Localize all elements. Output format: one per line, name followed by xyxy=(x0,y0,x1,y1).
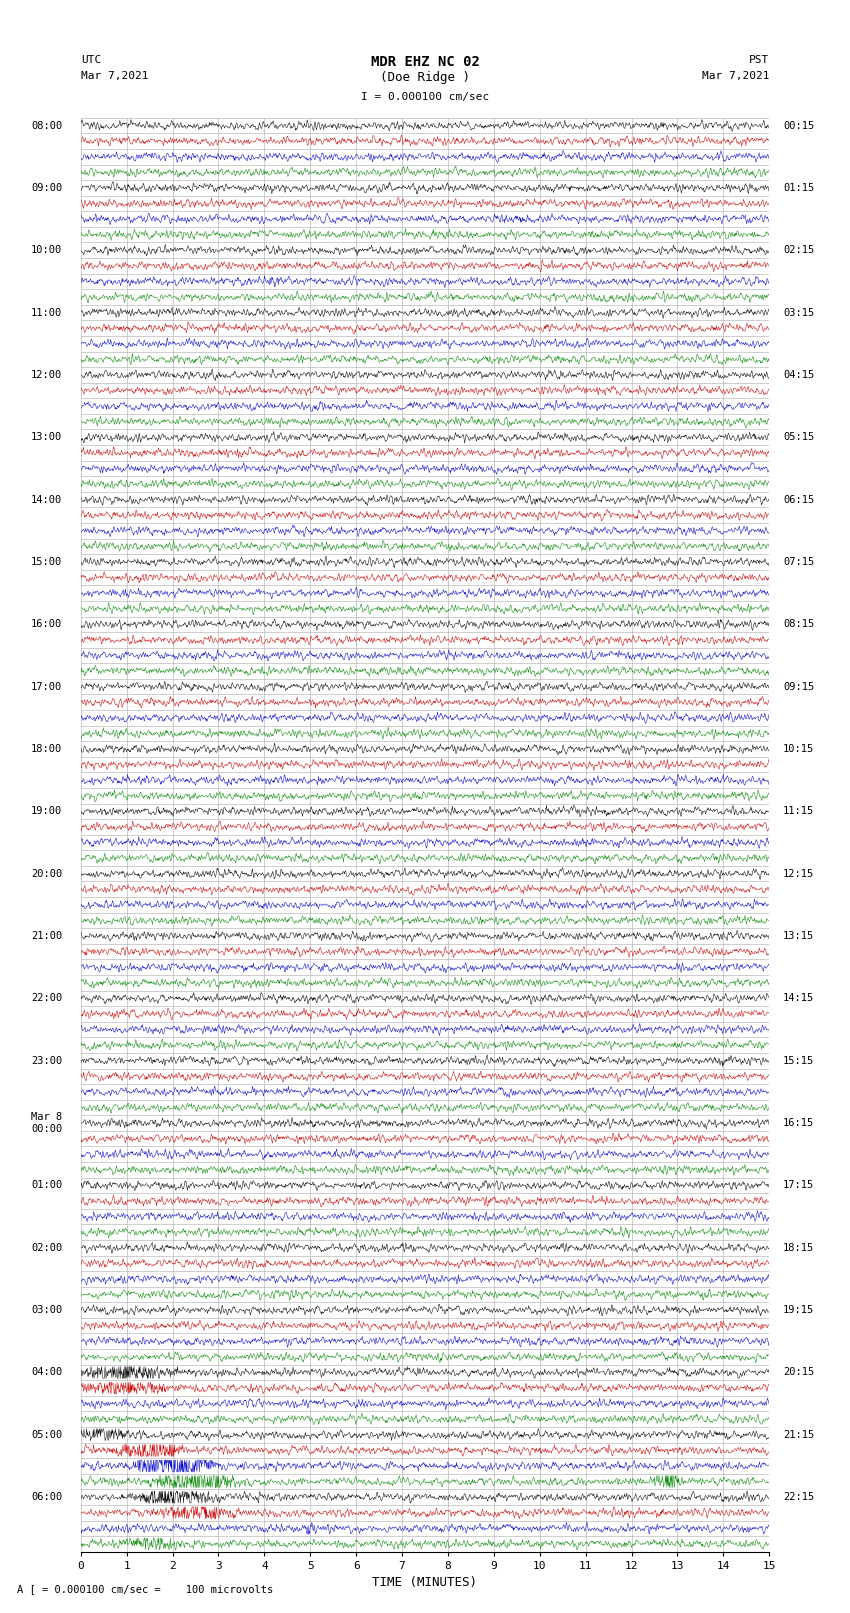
Text: 03:00: 03:00 xyxy=(31,1305,62,1315)
Text: 14:15: 14:15 xyxy=(783,994,814,1003)
Text: 15:00: 15:00 xyxy=(31,556,62,566)
Text: 06:15: 06:15 xyxy=(783,495,814,505)
Text: 18:00: 18:00 xyxy=(31,744,62,753)
Text: 18:15: 18:15 xyxy=(783,1242,814,1253)
Text: 08:00: 08:00 xyxy=(31,121,62,131)
X-axis label: TIME (MINUTES): TIME (MINUTES) xyxy=(372,1576,478,1589)
Text: 17:00: 17:00 xyxy=(31,682,62,692)
Text: 16:00: 16:00 xyxy=(31,619,62,629)
Text: 12:00: 12:00 xyxy=(31,369,62,381)
Text: 05:00: 05:00 xyxy=(31,1429,62,1440)
Text: MDR EHZ NC 02: MDR EHZ NC 02 xyxy=(371,55,479,69)
Text: 10:00: 10:00 xyxy=(31,245,62,255)
Text: 23:00: 23:00 xyxy=(31,1057,62,1066)
Text: 22:00: 22:00 xyxy=(31,994,62,1003)
Text: 06:00: 06:00 xyxy=(31,1492,62,1502)
Text: 11:00: 11:00 xyxy=(31,308,62,318)
Text: 11:15: 11:15 xyxy=(783,806,814,816)
Text: 03:15: 03:15 xyxy=(783,308,814,318)
Text: (Doe Ridge ): (Doe Ridge ) xyxy=(380,71,470,84)
Text: 20:00: 20:00 xyxy=(31,869,62,879)
Text: 05:15: 05:15 xyxy=(783,432,814,442)
Text: 01:00: 01:00 xyxy=(31,1181,62,1190)
Text: 12:15: 12:15 xyxy=(783,869,814,879)
Text: 08:15: 08:15 xyxy=(783,619,814,629)
Text: 00:15: 00:15 xyxy=(783,121,814,131)
Text: 04:15: 04:15 xyxy=(783,369,814,381)
Text: UTC: UTC xyxy=(81,55,101,65)
Text: 14:00: 14:00 xyxy=(31,495,62,505)
Text: Mar 8
00:00: Mar 8 00:00 xyxy=(31,1113,62,1134)
Text: 21:00: 21:00 xyxy=(31,931,62,940)
Text: 10:15: 10:15 xyxy=(783,744,814,753)
Text: 17:15: 17:15 xyxy=(783,1181,814,1190)
Text: 07:15: 07:15 xyxy=(783,556,814,566)
Text: 20:15: 20:15 xyxy=(783,1368,814,1378)
Text: 09:15: 09:15 xyxy=(783,682,814,692)
Text: 15:15: 15:15 xyxy=(783,1057,814,1066)
Text: 04:00: 04:00 xyxy=(31,1368,62,1378)
Text: Mar 7,2021: Mar 7,2021 xyxy=(81,71,148,81)
Text: 02:00: 02:00 xyxy=(31,1242,62,1253)
Text: 02:15: 02:15 xyxy=(783,245,814,255)
Text: Mar 7,2021: Mar 7,2021 xyxy=(702,71,769,81)
Text: 13:00: 13:00 xyxy=(31,432,62,442)
Text: 21:15: 21:15 xyxy=(783,1429,814,1440)
Text: 01:15: 01:15 xyxy=(783,182,814,194)
Text: 22:15: 22:15 xyxy=(783,1492,814,1502)
Text: 09:00: 09:00 xyxy=(31,182,62,194)
Text: I = 0.000100 cm/sec: I = 0.000100 cm/sec xyxy=(361,92,489,102)
Text: 13:15: 13:15 xyxy=(783,931,814,940)
Text: 19:15: 19:15 xyxy=(783,1305,814,1315)
Text: A [ = 0.000100 cm/sec =    100 microvolts: A [ = 0.000100 cm/sec = 100 microvolts xyxy=(17,1584,273,1594)
Text: PST: PST xyxy=(749,55,769,65)
Text: 16:15: 16:15 xyxy=(783,1118,814,1127)
Text: 19:00: 19:00 xyxy=(31,806,62,816)
